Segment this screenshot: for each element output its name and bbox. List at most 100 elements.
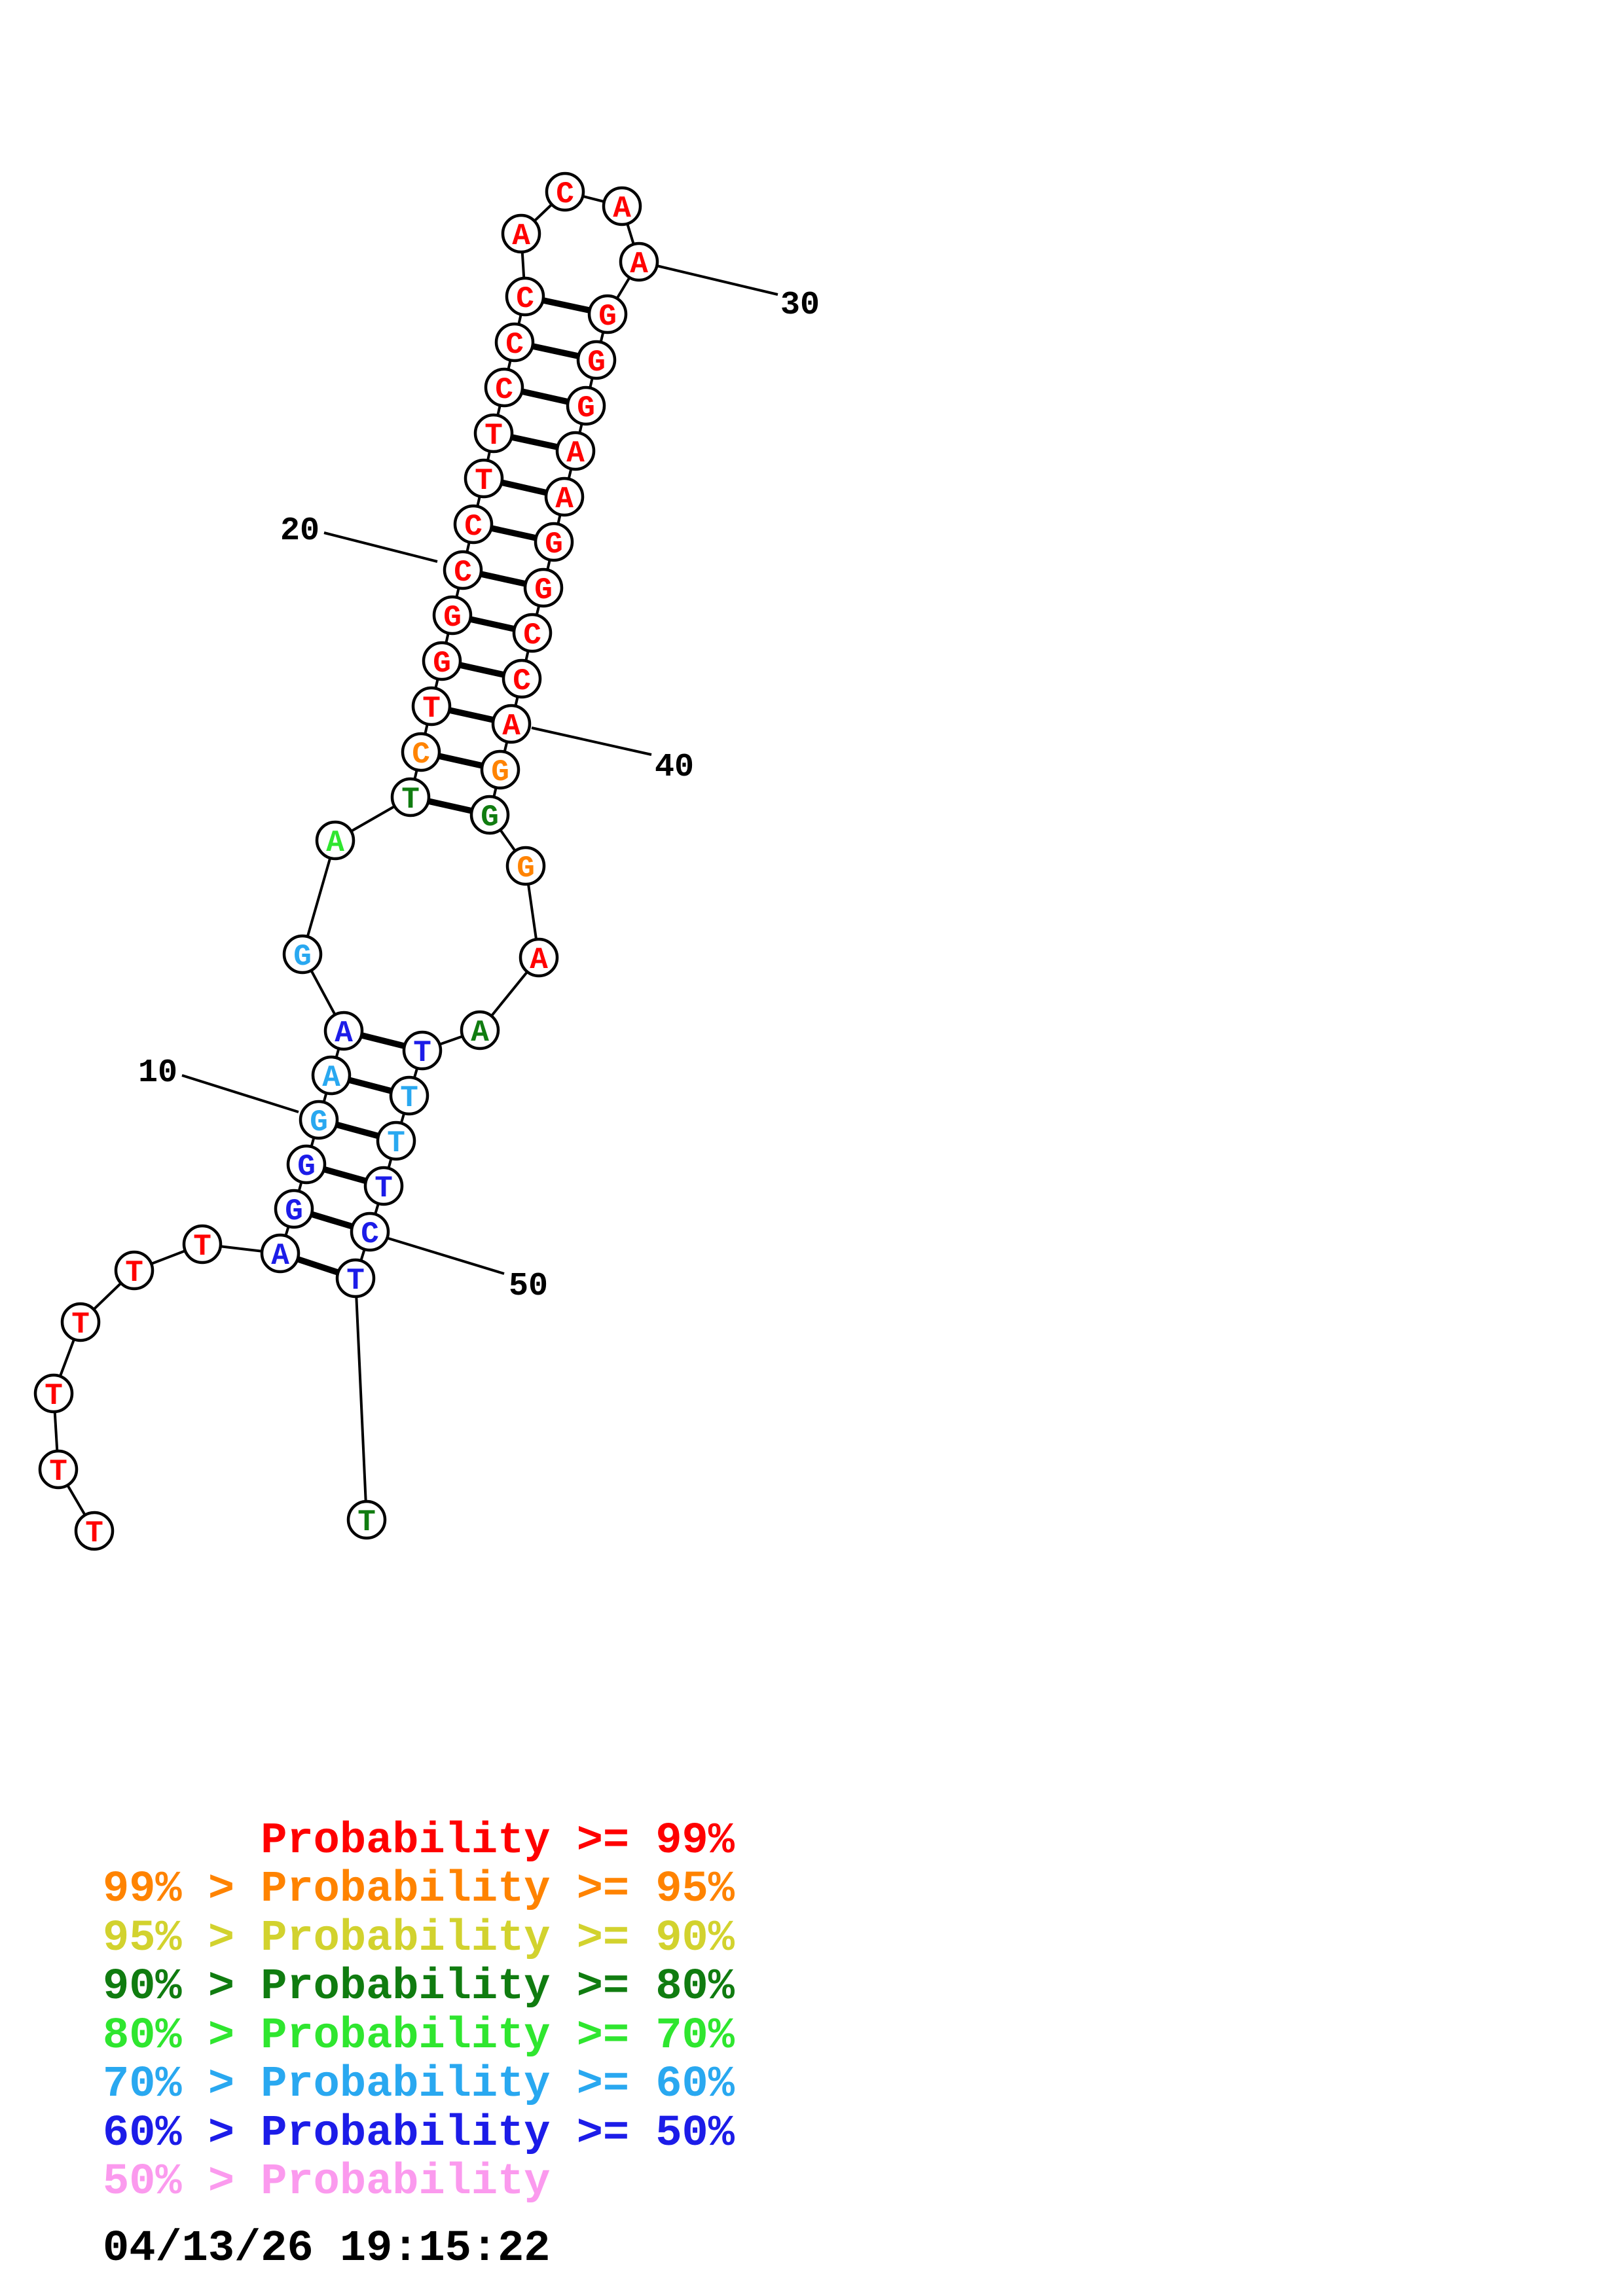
legend-line-p99: Probability >= 99%	[103, 1816, 735, 1866]
label-leader-line	[323, 531, 438, 563]
nucleotide-circle-47	[389, 1075, 429, 1116]
nucleotide-base-44: A	[530, 943, 548, 977]
nucleotide-circle-4	[60, 1302, 101, 1342]
nucleotide-base-9: G	[297, 1150, 316, 1184]
nucleotide-base-5: T	[125, 1256, 143, 1290]
legend-line-p90: 95% > Probability >= 90%	[103, 1914, 735, 1964]
nucleotide-base-24: C	[495, 373, 513, 407]
nucleotide-base-50: C	[361, 1217, 379, 1251]
nucleotide-base-17: T	[422, 692, 441, 726]
nucleotide-circle-1	[74, 1511, 115, 1551]
label-leader-line	[388, 1237, 505, 1275]
nucleotide-circle-36	[534, 522, 574, 562]
nucleotide-circle-45	[460, 1010, 500, 1050]
label-leader-line	[656, 264, 778, 296]
legend-line-p80: 90% > Probability >= 80%	[103, 1962, 735, 2012]
nucleotide-base-40: A	[502, 709, 520, 744]
nucleotide-base-11: A	[322, 1061, 340, 1095]
nucleotide-base-16: C	[412, 738, 430, 772]
nucleotide-base-27: A	[512, 219, 530, 253]
legend-line-p95: 99% > Probability >= 95%	[103, 1865, 735, 1914]
nucleotide-circle-15	[390, 777, 431, 817]
nucleotide-circle-26	[505, 276, 545, 317]
nucleotide-base-20: C	[454, 556, 472, 590]
nucleotide-circle-24	[484, 367, 524, 408]
nucleotide-base-8: G	[285, 1194, 303, 1229]
nucleotide-base-35: A	[555, 482, 574, 516]
nucleotide-circle-16	[401, 732, 441, 772]
nucleotide-circle-33	[566, 386, 606, 426]
nucleotide-circle-3	[33, 1373, 74, 1414]
nucleotide-circle-22	[464, 458, 504, 499]
nucleotide-circle-32	[576, 340, 617, 380]
nucleotide-base-34: A	[566, 437, 585, 471]
nucleotide-circle-48	[376, 1121, 416, 1161]
nucleotide-circle-19	[432, 595, 473, 636]
nucleotide-base-3: T	[45, 1379, 63, 1413]
nucleotide-circle-27	[501, 213, 541, 254]
nucleotide-circle-30	[619, 242, 659, 282]
nucleotide-circle-7	[260, 1233, 301, 1274]
nucleotide-circle-51	[335, 1258, 376, 1299]
backbone-link	[354, 1278, 368, 1520]
nucleotide-circle-18	[422, 641, 462, 681]
nucleotide-base-2: T	[49, 1455, 67, 1489]
nucleotide-circle-21	[453, 504, 494, 545]
nucleotide-base-15: T	[401, 783, 420, 817]
position-label-20: 20	[280, 512, 319, 550]
nucleotide-base-26: C	[516, 282, 534, 316]
nucleotide-base-41: G	[491, 755, 509, 789]
nucleotide-base-31: G	[598, 300, 617, 334]
nucleotide-circle-10	[299, 1100, 339, 1140]
nucleotide-base-37: G	[534, 573, 553, 607]
nucleotide-circle-29	[602, 186, 642, 226]
nucleotide-base-21: C	[464, 510, 483, 544]
nucleotide-circle-31	[587, 294, 628, 334]
label-leader-line	[181, 1074, 299, 1113]
nucleotide-base-46: T	[413, 1036, 431, 1070]
nucleotide-base-18: G	[433, 647, 451, 681]
nucleotide-base-4: T	[71, 1308, 90, 1342]
position-label-50: 50	[509, 1268, 548, 1305]
nucleotide-base-25: C	[505, 328, 524, 362]
nucleotide-circle-38	[512, 613, 553, 653]
position-label-10: 10	[138, 1054, 177, 1092]
label-leader-line	[531, 726, 652, 756]
nucleotide-circle-20	[443, 550, 483, 590]
position-label-40: 40	[655, 749, 694, 786]
nucleotide-base-47: T	[400, 1081, 418, 1115]
legend-line-lt50: 50% > Probability	[103, 2157, 551, 2207]
nucleotide-circle-9	[286, 1144, 327, 1185]
nucleotide-base-52: T	[357, 1505, 376, 1539]
nucleotide-circle-23	[473, 413, 514, 454]
nucleotide-circle-14	[315, 820, 356, 861]
nucleotide-circle-44	[519, 937, 559, 978]
nucleotide-circle-37	[523, 567, 564, 608]
nucleotide-base-19: G	[443, 601, 462, 635]
nucleotide-circle-34	[555, 431, 596, 471]
nucleotide-base-7: A	[271, 1239, 289, 1273]
nucleotide-circle-6	[182, 1224, 223, 1265]
nucleotide-circle-35	[544, 476, 585, 517]
nucleotide-base-30: A	[630, 247, 648, 281]
nucleotide-base-14: A	[326, 826, 344, 860]
nucleotide-circle-28	[545, 171, 585, 212]
nucleotide-base-49: T	[374, 1172, 393, 1206]
datestamp: 04/13/26 19:15:22	[103, 2224, 551, 2274]
nucleotide-base-28: C	[556, 177, 574, 211]
nucleotide-circle-2	[38, 1449, 79, 1490]
nucleotide-circle-12	[323, 1011, 364, 1051]
nucleotide-circle-39	[501, 658, 542, 699]
nucleotide-base-1: T	[85, 1516, 103, 1551]
legend-line-p50: 60% > Probability >= 50%	[103, 2109, 735, 2159]
nucleotide-base-51: T	[346, 1264, 365, 1298]
nucleotide-circle-13	[282, 934, 323, 975]
legend-line-p70: 80% > Probability >= 70%	[103, 2011, 735, 2061]
legend-line-p60: 70% > Probability >= 60%	[103, 2060, 735, 2109]
nucleotide-circle-42	[469, 795, 510, 835]
nucleotide-base-42: G	[481, 800, 499, 834]
nucleotide-circle-41	[480, 749, 520, 790]
nucleotide-circle-11	[311, 1055, 352, 1096]
